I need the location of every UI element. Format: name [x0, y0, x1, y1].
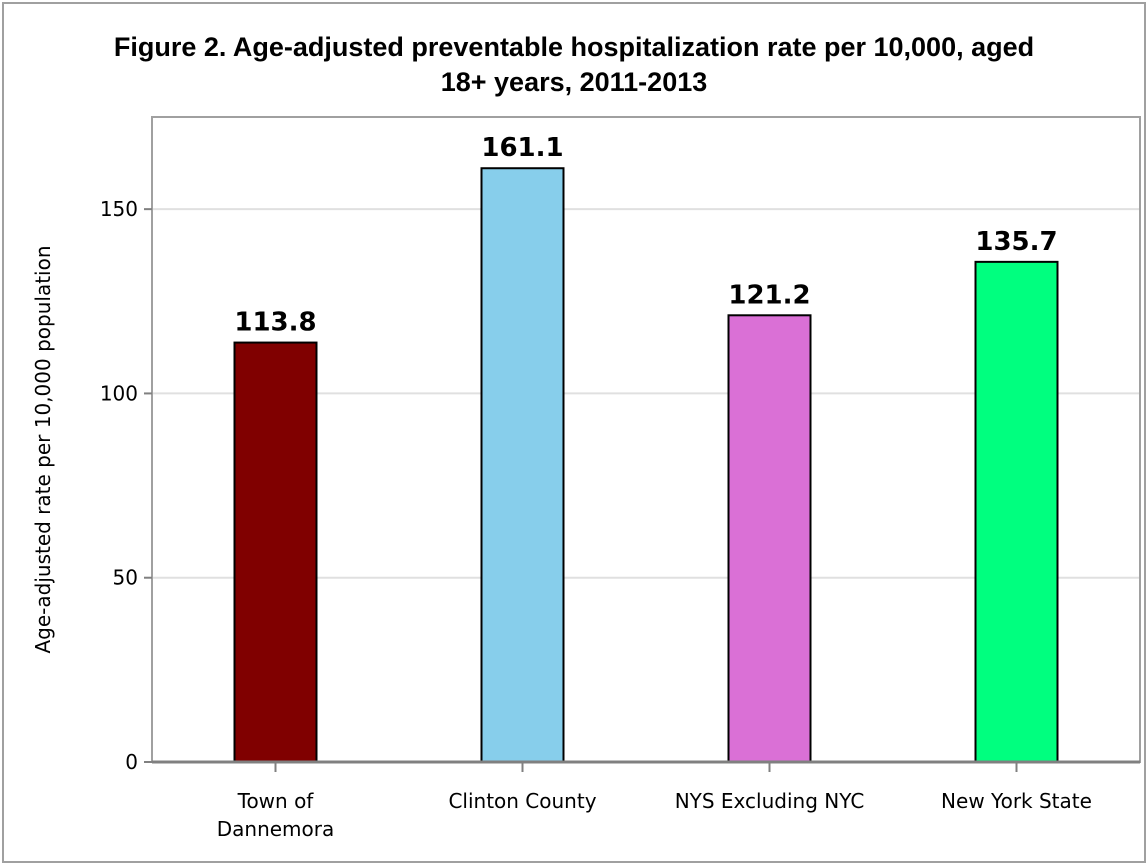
bar — [974, 260, 1059, 763]
x-tick-label: NYS Excluding NYC — [675, 789, 865, 813]
data-label: 121.2 — [728, 280, 810, 310]
data-label: 161.1 — [481, 133, 563, 163]
x-tick-label: Dannemora — [217, 817, 335, 841]
y-tick-label: 0 — [125, 750, 138, 774]
y-tick-label: 50 — [113, 566, 138, 590]
x-tick-label: New York State — [941, 789, 1092, 813]
chart-title-line-1: Figure 2. Age-adjusted preventable hospi… — [113, 32, 1035, 62]
chart-title: Figure 2. Age-adjusted preventable hospi… — [0, 30, 1148, 100]
bar — [480, 167, 565, 763]
x-tick-label: Town of — [237, 789, 315, 813]
bar — [233, 341, 318, 763]
y-tick-label: 100 — [100, 381, 138, 405]
y-axis-label: Age-adjusted rate per 10,000 population — [31, 245, 55, 653]
data-label: 113.8 — [234, 308, 316, 338]
y-tick-label: 150 — [100, 197, 138, 221]
data-label: 135.7 — [975, 227, 1057, 257]
x-tick-label: Clinton County — [448, 789, 596, 813]
bar — [727, 314, 812, 763]
chart-title-line-2: 18+ years, 2011-2013 — [440, 67, 708, 97]
